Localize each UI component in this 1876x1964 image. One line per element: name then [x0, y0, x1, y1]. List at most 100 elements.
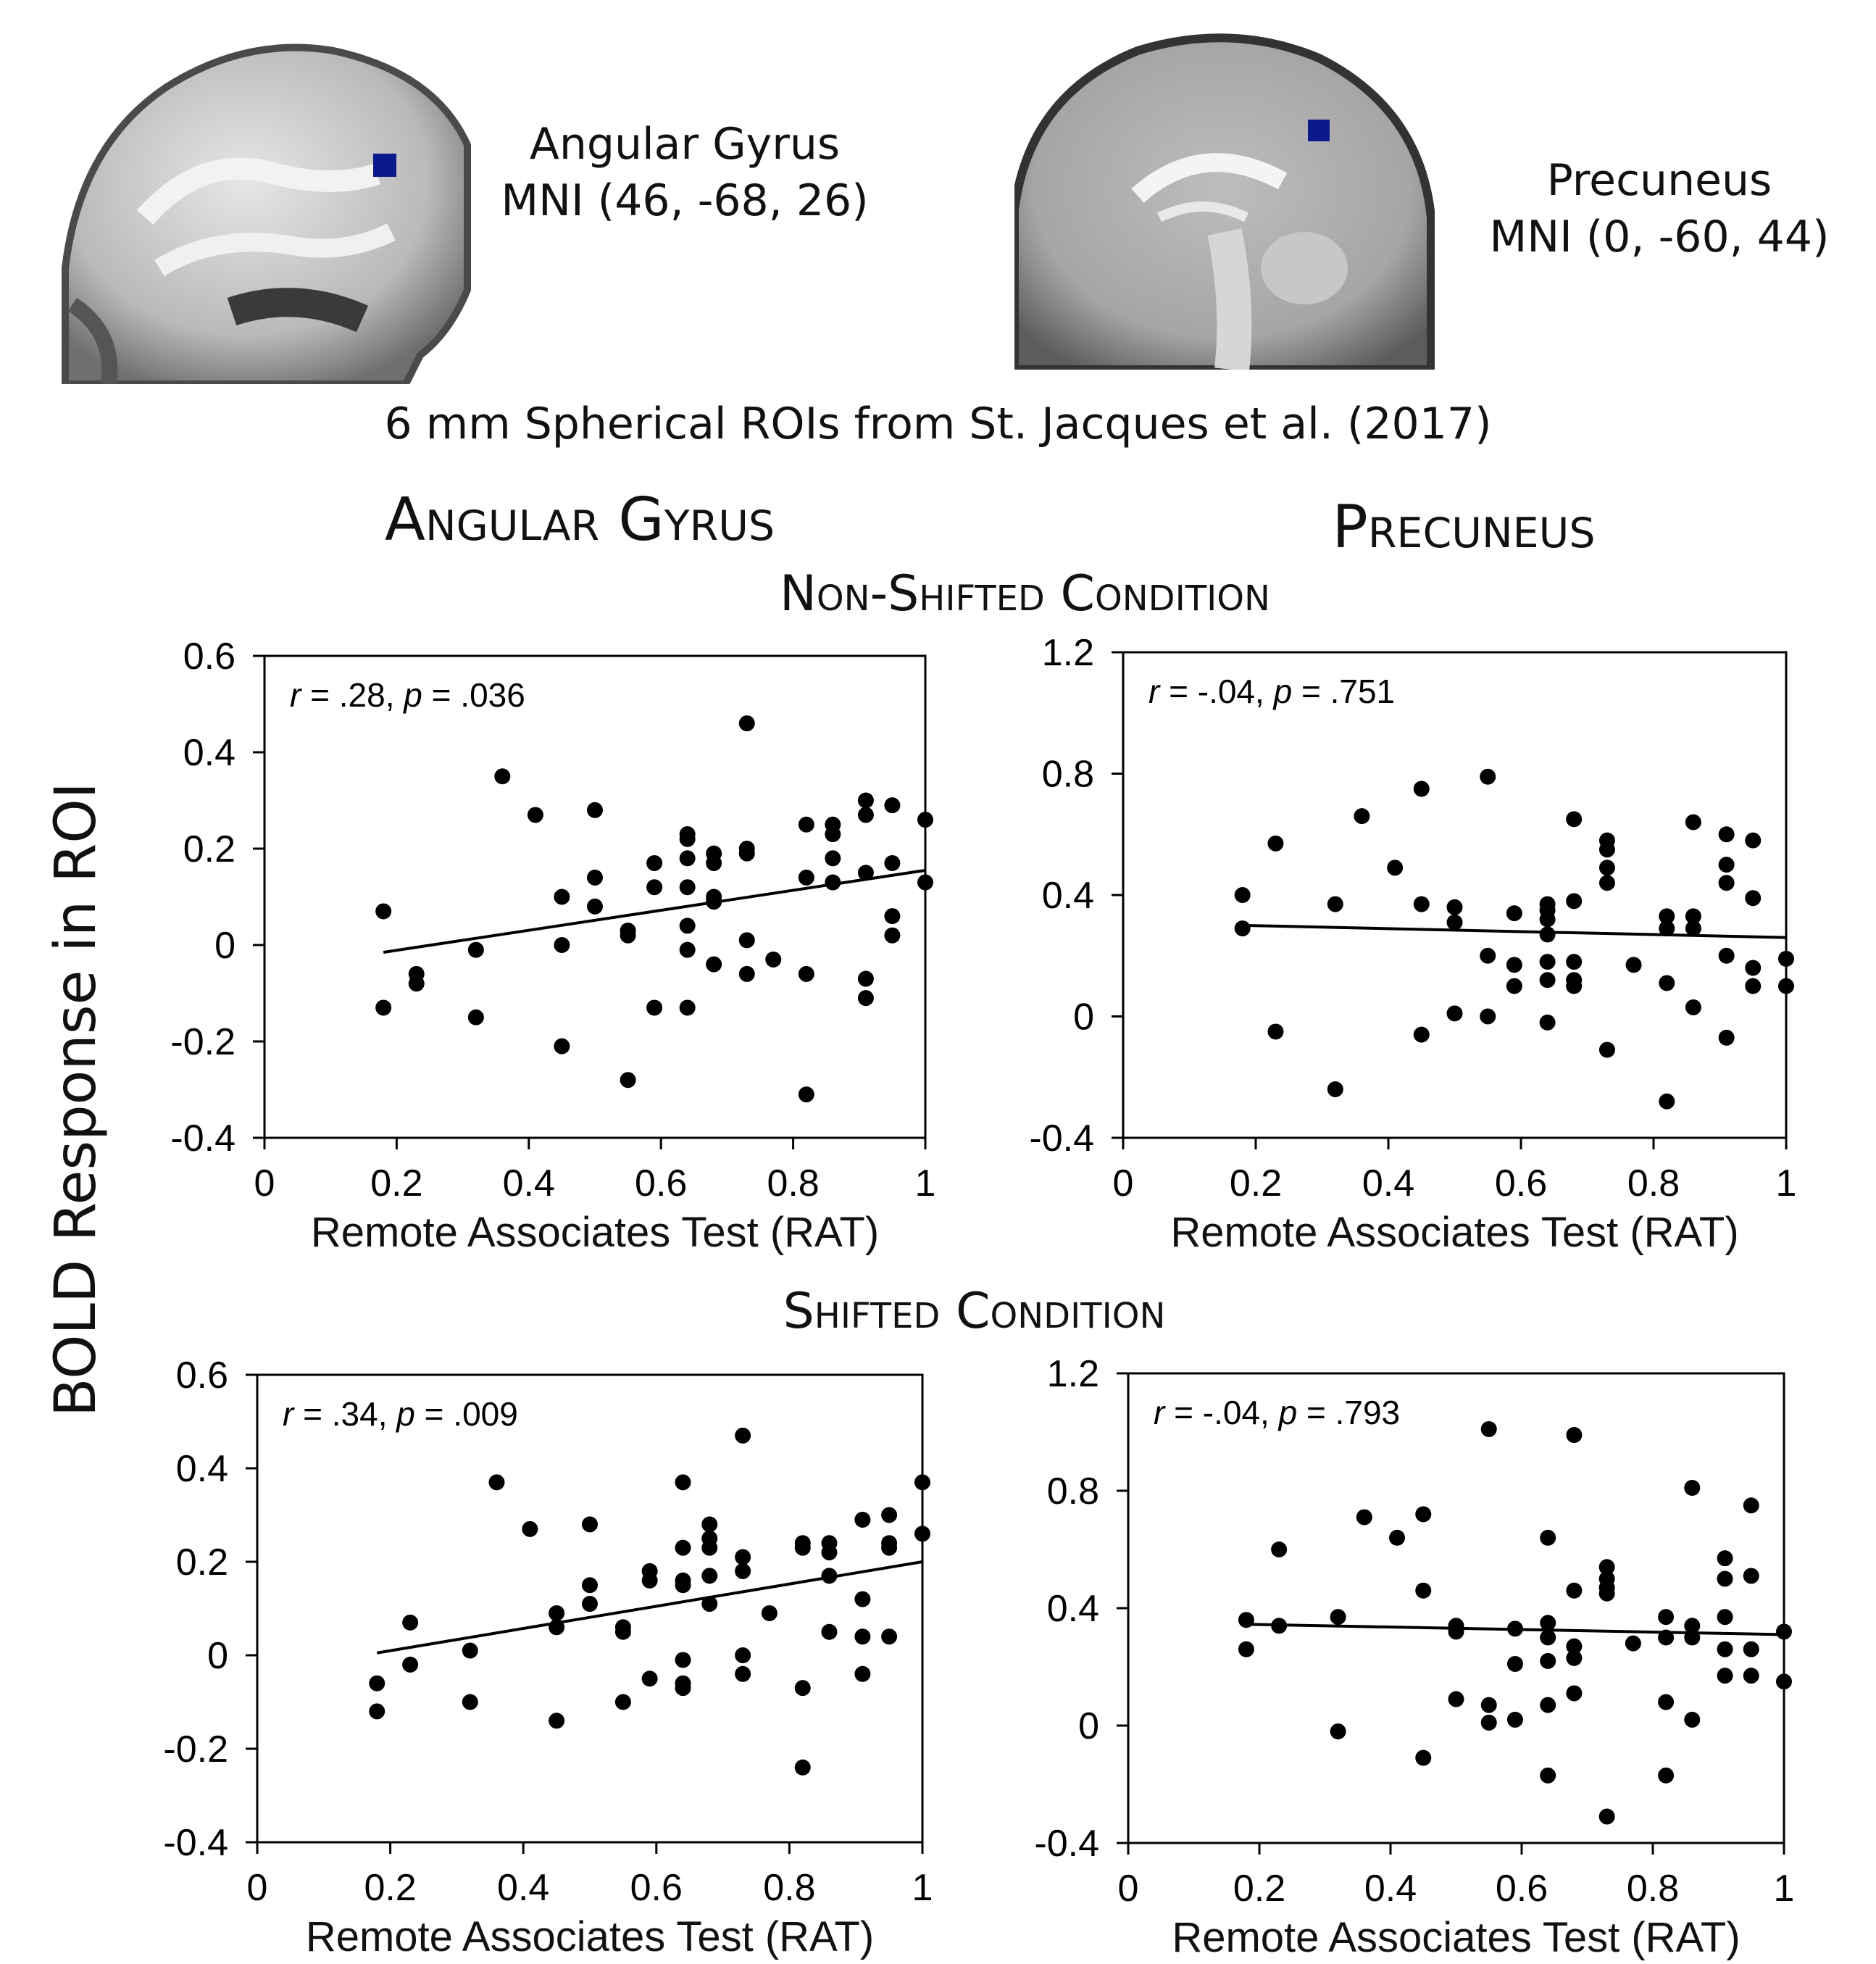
data-point — [738, 965, 755, 982]
x-tick-label: 0.6 — [635, 1162, 687, 1204]
x-tick-label: 1 — [912, 1867, 933, 1909]
stats-annotation: r = .34, p = .009 — [283, 1395, 518, 1433]
x-axis-label: Remote Associates Test (RAT) — [1172, 1914, 1740, 1961]
data-point — [1446, 1005, 1463, 1022]
data-point — [1598, 1041, 1615, 1058]
data-point — [1234, 887, 1251, 903]
stats-annotation: r = .28, p = .036 — [290, 676, 525, 714]
data-point — [675, 1675, 691, 1692]
data-point — [1540, 1652, 1556, 1669]
y-tick-label: -0.4 — [1034, 1823, 1099, 1865]
data-point — [1745, 960, 1762, 976]
data-point — [1745, 832, 1762, 849]
data-point — [679, 850, 696, 867]
data-point — [462, 1694, 478, 1710]
y-tick-label: 0 — [214, 925, 235, 967]
figure-caption: 6 mm Spherical ROIs from St. Jacques et … — [384, 399, 1492, 449]
data-point — [1658, 1609, 1675, 1626]
regression-line — [383, 868, 926, 954]
data-point — [1413, 896, 1430, 912]
y-tick-label: 0.8 — [1042, 754, 1094, 796]
data-point — [1448, 1691, 1464, 1707]
x-tick-label: 0 — [1118, 1868, 1139, 1910]
data-point — [1684, 1711, 1701, 1728]
data-point — [917, 812, 933, 828]
data-point — [1717, 1641, 1733, 1657]
x-tick-label: 0.4 — [503, 1162, 555, 1204]
data-point — [1743, 1668, 1759, 1684]
data-point — [738, 932, 755, 949]
regression-line — [1246, 1623, 1785, 1636]
data-point — [798, 869, 814, 886]
data-point — [467, 1009, 484, 1025]
data-point — [854, 1628, 871, 1645]
data-point — [1745, 890, 1762, 907]
column-title-angular: Angular Gyrus — [384, 486, 775, 554]
data-point — [798, 965, 814, 982]
data-point — [735, 1549, 751, 1565]
data-point — [582, 1596, 598, 1613]
y-tick-label: 0.2 — [183, 828, 235, 870]
data-point — [794, 1539, 811, 1556]
y-tick-label: 0.4 — [176, 1448, 228, 1490]
data-point — [1717, 1609, 1733, 1626]
data-point — [1234, 920, 1251, 937]
data-point — [917, 874, 933, 891]
data-point — [1598, 832, 1615, 849]
data-point — [527, 807, 543, 823]
x-tick-label: 0.2 — [364, 1867, 416, 1909]
stats-annotation: r = -.04, p = .793 — [1154, 1394, 1400, 1431]
data-point — [794, 1680, 811, 1697]
data-point — [735, 1563, 751, 1579]
data-point — [1506, 905, 1522, 922]
data-point — [549, 1605, 565, 1621]
data-point — [706, 956, 722, 973]
data-point — [1539, 926, 1556, 943]
x-tick-label: 0 — [247, 1867, 268, 1909]
roi-coords: MNI (46, -68, 26) — [501, 175, 869, 226]
data-point — [706, 894, 722, 910]
data-point — [881, 1535, 898, 1552]
data-point — [1717, 1570, 1733, 1587]
data-point — [1566, 978, 1583, 994]
data-point — [884, 854, 901, 871]
data-point — [825, 826, 841, 843]
data-point — [1566, 954, 1583, 970]
data-point — [857, 970, 874, 987]
data-point — [1659, 975, 1675, 991]
data-point — [1448, 1618, 1464, 1634]
data-point — [1539, 954, 1556, 970]
roi-marker — [1308, 120, 1330, 141]
data-point — [1566, 972, 1583, 989]
data-point — [1685, 908, 1701, 925]
data-point — [679, 826, 696, 843]
data-point — [675, 1577, 691, 1594]
x-tick-label: 0.6 — [1495, 1162, 1547, 1204]
data-point — [1778, 950, 1794, 967]
x-tick-label: 0.8 — [763, 1867, 815, 1909]
x-tick-label: 0 — [254, 1162, 275, 1204]
plot-frame — [1127, 1372, 1785, 1844]
y-tick-label: 0.6 — [176, 1355, 228, 1397]
data-point — [1540, 1529, 1556, 1546]
data-point — [614, 1694, 631, 1710]
data-point — [857, 990, 874, 1007]
y-tick-label: 0 — [1073, 996, 1094, 1039]
condition-title-shifted: Shifted Condition — [783, 1283, 1166, 1340]
data-point — [701, 1568, 718, 1584]
data-point — [1354, 808, 1370, 825]
data-point — [1598, 1808, 1615, 1825]
data-point — [614, 1619, 631, 1636]
plot-frame — [256, 1373, 924, 1844]
y-tick-label: 0.4 — [183, 732, 235, 774]
x-axis-label: Remote Associates Test (RAT) — [1170, 1209, 1738, 1256]
data-point — [1598, 1585, 1615, 1602]
y-tick-label: 0.4 — [1047, 1588, 1099, 1630]
data-point — [1598, 1570, 1615, 1587]
data-point — [1480, 1714, 1497, 1731]
data-point — [1598, 860, 1615, 876]
data-point — [1539, 911, 1556, 928]
x-tick-label: 0.2 — [1230, 1162, 1282, 1204]
data-point — [854, 1511, 871, 1528]
data-point — [1625, 1635, 1641, 1652]
